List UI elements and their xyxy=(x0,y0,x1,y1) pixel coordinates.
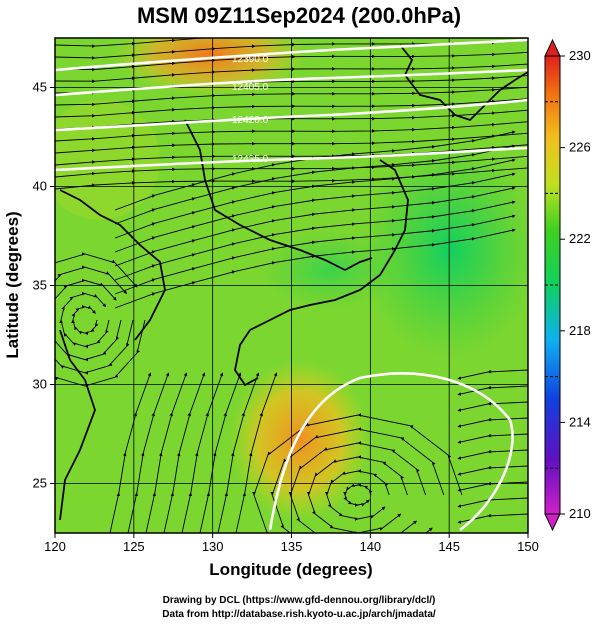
contour-label-4: 12435.0 xyxy=(232,154,269,165)
contour-labels: 12390.0 12405.0 12420.0 12435.0 xyxy=(232,54,269,165)
streamline-41 xyxy=(457,385,528,396)
map-title: MSM 09Z11Sep2024 (200.0hPa) xyxy=(137,3,461,28)
y-axis-label: Latitude (degrees) xyxy=(3,211,22,358)
colorbar-label-214: 214 xyxy=(569,414,591,429)
contour-line-2 xyxy=(55,68,528,97)
streamline-47 xyxy=(457,481,528,492)
coastline-noto xyxy=(344,257,373,271)
cool-region-sea-of-japan xyxy=(260,230,400,310)
contour-label-2: 12405.0 xyxy=(232,82,269,93)
streamline-49 xyxy=(457,513,528,524)
x-axis-label: Longitude (degrees) xyxy=(209,560,372,579)
coastlines xyxy=(59,44,528,521)
plot-area: 12390.0 12405.0 12420.0 12435.0 xyxy=(55,38,528,533)
x-tick-label-150: 150 xyxy=(517,539,539,554)
height-contours xyxy=(55,38,528,532)
credit-data: Data from http://database.rish.kyoto-u.a… xyxy=(162,609,436,620)
contour-line-3 xyxy=(55,98,528,132)
y-tick-label-45: 45 xyxy=(33,80,47,95)
streamline-46 xyxy=(457,465,528,476)
coastline-china xyxy=(59,329,96,521)
x-tick-label-135: 135 xyxy=(281,539,303,554)
colorbar: 210 214 218 222 226 230 xyxy=(544,38,591,532)
x-tick-label-130: 130 xyxy=(202,539,224,554)
contour-label-1: 12390.0 xyxy=(232,54,269,65)
coastline-primorye xyxy=(184,119,346,271)
streamline-40 xyxy=(457,369,528,380)
colorbar-bottom-arrow xyxy=(544,513,561,532)
coastline-kyushu xyxy=(234,329,259,387)
streamline-39 xyxy=(235,372,278,533)
streamline-45 xyxy=(457,449,528,460)
contour-line-high xyxy=(268,372,514,532)
y-tick-label-25: 25 xyxy=(33,476,47,491)
contour-line-1 xyxy=(55,38,528,72)
coastline-korea xyxy=(59,189,166,341)
coastline-honshu xyxy=(249,159,409,331)
colorbar-top-arrow xyxy=(544,38,561,57)
streamlines xyxy=(55,38,528,533)
x-axis-ticks: 120 125 130 135 140 145 150 xyxy=(44,533,539,554)
contour-line-4 xyxy=(55,146,528,172)
x-tick-label-120: 120 xyxy=(44,539,66,554)
x-tick-label-125: 125 xyxy=(123,539,145,554)
contour-label-3: 12420.0 xyxy=(232,115,269,126)
colorbar-label-226: 226 xyxy=(569,140,591,155)
colorbar-label-230: 230 xyxy=(569,48,591,63)
colorbar-label-210: 210 xyxy=(569,506,591,521)
grid-lines xyxy=(55,38,528,533)
coastline-sakhalin-kurils xyxy=(399,44,528,122)
colorbar-label-218: 218 xyxy=(569,323,591,338)
streamline-43 xyxy=(457,417,528,428)
credit-drawing: Drawing by DCL (https://www.gfd-dennou.o… xyxy=(163,595,436,606)
y-axis-ticks: 25 30 35 40 45 xyxy=(33,80,55,491)
y-tick-label-35: 35 xyxy=(33,278,47,293)
colorbar-label-222: 222 xyxy=(569,231,591,246)
x-tick-label-145: 145 xyxy=(438,539,460,554)
streamline-42 xyxy=(457,401,528,412)
field-patch-west xyxy=(55,100,160,220)
y-tick-label-30: 30 xyxy=(33,377,47,392)
x-tick-label-140: 140 xyxy=(359,539,381,554)
streamline-44 xyxy=(457,433,528,444)
y-tick-label-40: 40 xyxy=(33,179,47,194)
